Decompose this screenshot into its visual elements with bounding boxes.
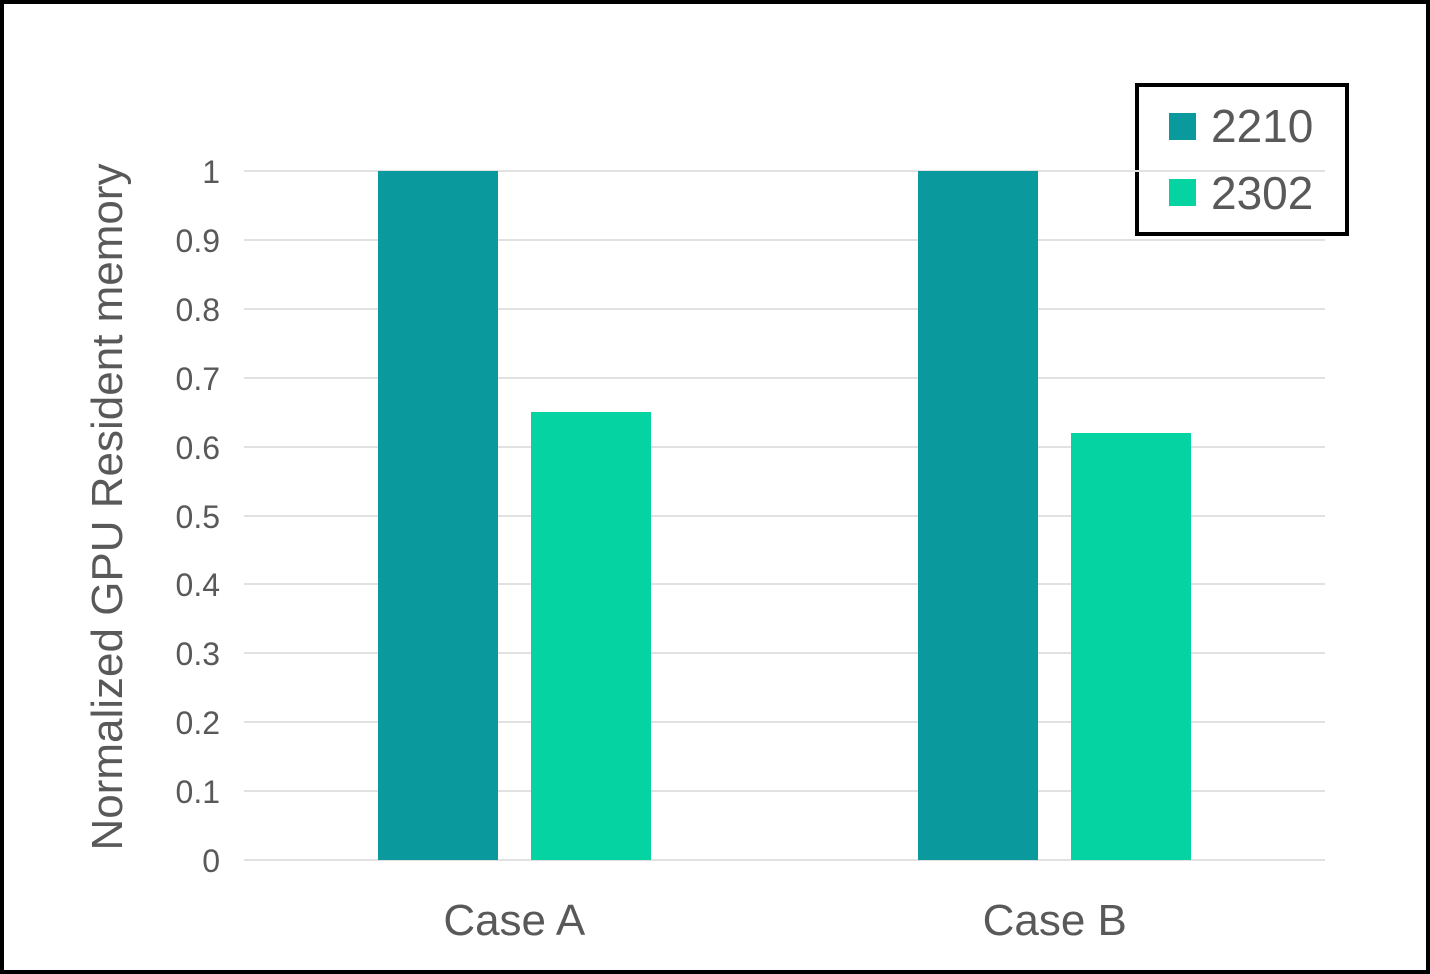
legend-label-2210: 2210 bbox=[1211, 100, 1314, 153]
gridline-0.4 bbox=[244, 583, 1325, 586]
legend: 2210 2302 bbox=[1135, 83, 1349, 236]
bar-2210-case-b bbox=[918, 171, 1039, 860]
gridline-0.3 bbox=[244, 652, 1325, 655]
y-tick-label-0.6: 0.6 bbox=[175, 429, 220, 466]
legend-swatch-2210 bbox=[1169, 112, 1196, 140]
legend-swatch-2302 bbox=[1169, 179, 1196, 207]
gridline-0.1 bbox=[244, 790, 1325, 793]
x-category-label-case-a: Case A bbox=[443, 896, 586, 945]
y-tick-label-0.3: 0.3 bbox=[175, 636, 220, 673]
x-category-label-case-b: Case B bbox=[982, 896, 1127, 945]
gridline-1 bbox=[244, 170, 1325, 172]
y-tick-label-0.4: 0.4 bbox=[175, 567, 220, 604]
y-tick-label-0.2: 0.2 bbox=[175, 705, 220, 742]
y-tick-label-0.5: 0.5 bbox=[175, 498, 220, 535]
gridline-0.7 bbox=[244, 376, 1325, 379]
bar-2302-case-b bbox=[1071, 432, 1192, 860]
y-tick-label-0.9: 0.9 bbox=[175, 222, 220, 259]
gridline-0.2 bbox=[244, 721, 1325, 724]
gridline-0.5 bbox=[244, 514, 1325, 517]
bar-2210-case-a bbox=[377, 171, 498, 860]
gridline-0.6 bbox=[244, 445, 1325, 448]
y-tick-label-1: 1 bbox=[202, 154, 220, 190]
gridline-0 bbox=[244, 859, 1325, 861]
legend-item-2210: 2210 bbox=[1169, 103, 1345, 149]
bar-2302-case-a bbox=[530, 412, 651, 860]
y-tick-label-0: 0 bbox=[202, 843, 220, 879]
y-tick-label-0.1: 0.1 bbox=[175, 774, 220, 811]
gridline-0.9 bbox=[244, 238, 1325, 241]
legend-label-2302: 2302 bbox=[1211, 166, 1314, 219]
y-tick-label-0.8: 0.8 bbox=[175, 291, 220, 328]
y-tick-label-0.7: 0.7 bbox=[175, 360, 220, 397]
gridline-0.8 bbox=[244, 307, 1325, 310]
legend-item-2302: 2302 bbox=[1169, 170, 1345, 216]
